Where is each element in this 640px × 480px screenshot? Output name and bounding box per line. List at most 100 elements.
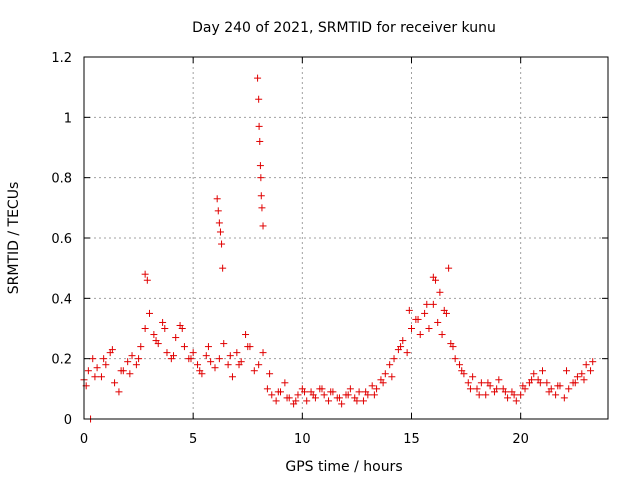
data-point <box>207 358 215 366</box>
y-tick-label: 0.6 <box>51 232 72 247</box>
data-point <box>266 370 274 378</box>
data-point <box>135 355 143 363</box>
data-point <box>91 373 99 381</box>
data-point <box>477 379 485 387</box>
data-point <box>215 355 223 363</box>
data-point <box>301 388 309 396</box>
data-point <box>89 355 97 363</box>
data-point <box>115 388 123 396</box>
data-point <box>386 361 394 369</box>
data-point <box>218 240 226 248</box>
data-point <box>220 340 228 348</box>
x-tick-label: 5 <box>189 432 197 447</box>
data-point <box>325 397 333 405</box>
y-tick-label: 0.4 <box>51 292 72 307</box>
data-point <box>379 379 387 387</box>
data-point <box>587 367 595 375</box>
data-point <box>504 394 512 402</box>
data-point <box>416 331 424 339</box>
data-point <box>108 346 116 354</box>
data-point <box>408 325 415 332</box>
data-point <box>126 370 134 378</box>
data-point <box>362 388 370 396</box>
y-axis-title: SRMTID / TECUs <box>6 182 22 295</box>
data-point <box>403 349 411 357</box>
data-point <box>137 343 145 351</box>
data-point <box>434 318 442 326</box>
data-point <box>172 334 180 342</box>
data-point <box>281 379 289 387</box>
data-point <box>355 388 363 396</box>
x-tick-label: 0 <box>80 432 88 447</box>
data-point <box>259 349 267 357</box>
data-point <box>255 122 263 130</box>
x-axis-title: GPS time / hours <box>285 459 402 475</box>
data-point <box>257 192 265 200</box>
data-point <box>346 385 354 393</box>
data-point <box>102 361 110 369</box>
y-tick-label: 1 <box>64 111 72 126</box>
data-points <box>80 74 597 423</box>
data-point <box>272 397 280 405</box>
y-tick-label: 0.2 <box>51 353 72 368</box>
data-point <box>141 325 149 332</box>
data-point <box>233 349 241 357</box>
data-point <box>152 337 160 345</box>
data-point <box>226 352 234 360</box>
data-point <box>258 204 266 212</box>
data-point <box>320 391 328 399</box>
data-point <box>469 373 477 381</box>
data-point <box>390 355 398 363</box>
data-point <box>117 367 125 375</box>
data-point <box>563 367 571 375</box>
data-point <box>536 379 544 387</box>
data-point <box>359 397 367 405</box>
data-point <box>303 397 311 405</box>
data-point <box>399 337 407 345</box>
data-point <box>338 400 346 408</box>
data-point <box>250 367 258 375</box>
data-point <box>213 195 221 203</box>
data-point <box>318 385 326 393</box>
data-point <box>388 373 396 381</box>
data-point <box>353 397 361 405</box>
data-point <box>219 264 227 272</box>
data-point <box>405 306 413 314</box>
data-point <box>475 391 483 399</box>
data-point <box>456 361 464 369</box>
data-point <box>543 379 551 387</box>
data-point <box>571 379 579 387</box>
data-point <box>259 222 267 230</box>
data-point <box>196 367 204 375</box>
data-point <box>440 306 448 314</box>
data-point <box>255 361 263 369</box>
data-point <box>268 391 276 399</box>
data-point <box>327 388 335 396</box>
data-point <box>510 391 518 399</box>
y-tick-label: 1.2 <box>51 51 72 66</box>
data-point <box>189 349 197 357</box>
data-point <box>560 394 568 402</box>
data-point <box>517 391 525 399</box>
x-tick-label: 20 <box>512 432 529 447</box>
chart-title: Day 240 of 2021, SRMTID for receiver kun… <box>192 20 496 36</box>
data-point <box>97 373 105 381</box>
data-point <box>436 288 444 296</box>
data-point <box>163 349 171 357</box>
data-point <box>519 382 527 390</box>
data-point <box>292 397 300 405</box>
data-point <box>373 385 381 393</box>
data-point <box>589 358 597 366</box>
data-point <box>255 95 263 103</box>
data-point <box>495 376 503 384</box>
data-point <box>143 276 151 284</box>
data-point <box>244 343 252 351</box>
data-point <box>545 388 553 396</box>
data-point <box>132 361 140 369</box>
data-point <box>128 352 136 360</box>
data-point <box>146 309 153 317</box>
data-point <box>100 355 108 363</box>
data-point <box>512 397 520 405</box>
data-point <box>256 162 264 170</box>
